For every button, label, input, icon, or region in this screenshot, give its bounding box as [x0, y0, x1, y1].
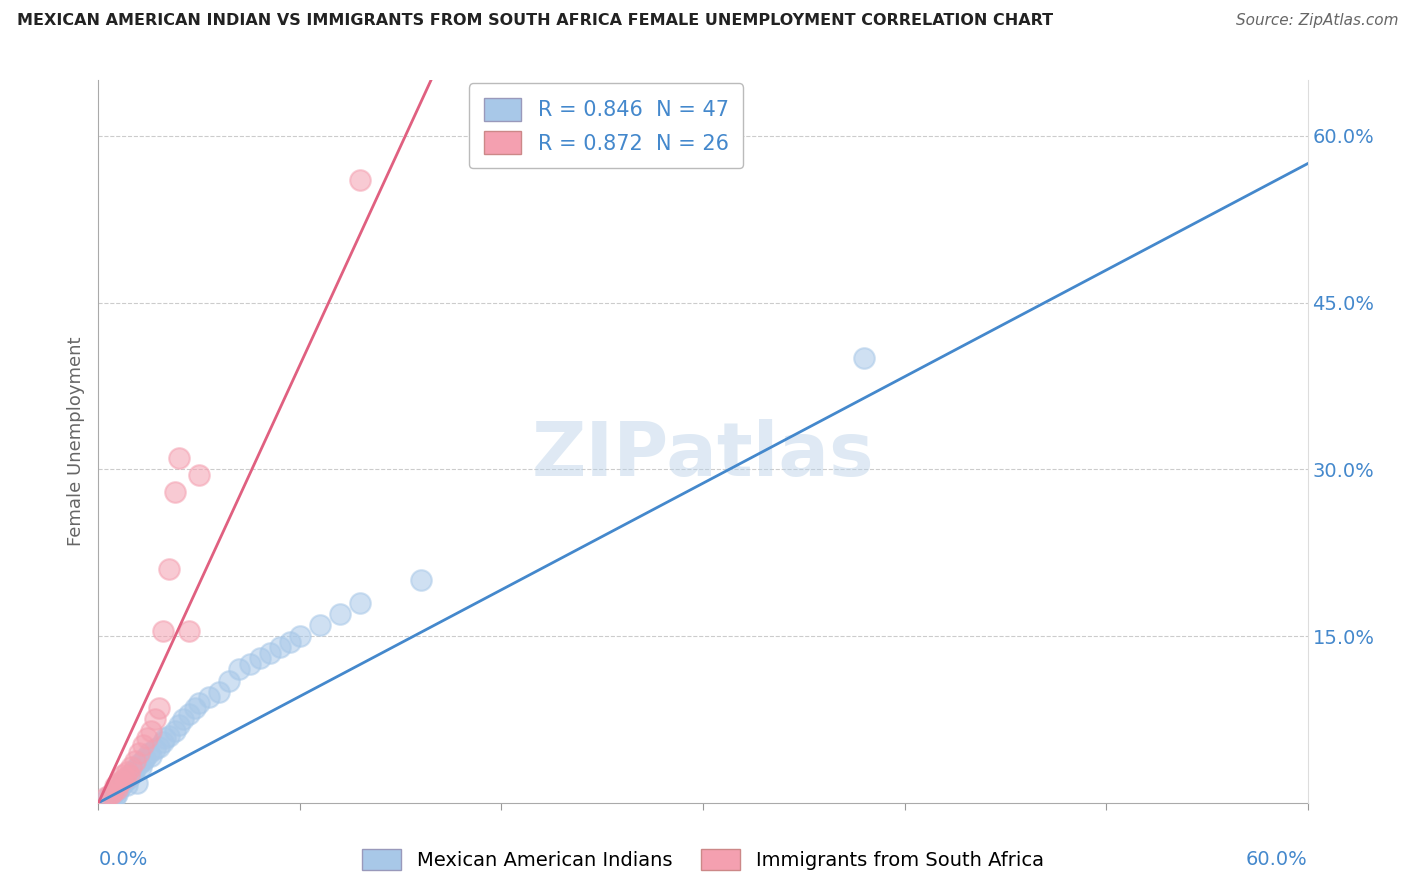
- Point: [152, 624, 174, 638]
- Point: [179, 624, 201, 638]
- Point: [309, 618, 332, 632]
- Point: [188, 696, 211, 710]
- Point: [103, 779, 125, 793]
- Legend: Mexican American Indians, Immigrants from South Africa: Mexican American Indians, Immigrants fro…: [354, 841, 1052, 878]
- Point: [153, 731, 176, 746]
- Point: [239, 657, 262, 671]
- Point: [172, 713, 194, 727]
- Point: [115, 778, 138, 792]
- Legend: R = 0.846  N = 47, R = 0.872  N = 26: R = 0.846 N = 47, R = 0.872 N = 26: [470, 84, 744, 169]
- Point: [111, 768, 134, 782]
- Point: [132, 738, 155, 752]
- Point: [139, 723, 162, 738]
- Point: [329, 607, 352, 621]
- Point: [118, 768, 141, 782]
- Point: [228, 662, 250, 676]
- Point: [115, 764, 138, 779]
- Point: [278, 634, 301, 648]
- Point: [143, 742, 166, 756]
- Point: [138, 746, 160, 760]
- Point: [143, 713, 166, 727]
- Text: MEXICAN AMERICAN INDIAN VS IMMIGRANTS FROM SOUTH AFRICA FEMALE UNEMPLOYMENT CORR: MEXICAN AMERICAN INDIAN VS IMMIGRANTS FR…: [17, 13, 1053, 29]
- Point: [349, 173, 371, 187]
- Point: [125, 776, 148, 790]
- Y-axis label: Female Unemployment: Female Unemployment: [66, 337, 84, 546]
- Text: 0.0%: 0.0%: [98, 850, 148, 869]
- Point: [124, 763, 146, 777]
- Point: [148, 740, 170, 755]
- Text: 60.0%: 60.0%: [1246, 850, 1308, 869]
- Point: [208, 684, 231, 698]
- Point: [120, 768, 142, 782]
- Point: [114, 773, 136, 788]
- Point: [198, 690, 221, 705]
- Point: [100, 787, 122, 801]
- Point: [103, 785, 125, 799]
- Point: [349, 596, 371, 610]
- Point: [409, 574, 432, 588]
- Point: [114, 772, 136, 786]
- Point: [101, 788, 124, 802]
- Point: [118, 772, 141, 786]
- Point: [288, 629, 311, 643]
- Point: [184, 701, 207, 715]
- Point: [105, 782, 128, 797]
- Point: [134, 751, 156, 765]
- Point: [128, 746, 150, 760]
- Point: [139, 749, 162, 764]
- Point: [157, 729, 180, 743]
- Point: [124, 754, 146, 768]
- Point: [135, 731, 157, 746]
- Point: [269, 640, 291, 655]
- Point: [96, 790, 118, 805]
- Point: [259, 646, 281, 660]
- Point: [157, 562, 180, 576]
- Point: [110, 779, 132, 793]
- Point: [107, 782, 129, 797]
- Point: [163, 484, 186, 499]
- Point: [101, 785, 124, 799]
- Point: [110, 773, 132, 788]
- Point: [152, 734, 174, 748]
- Point: [120, 760, 142, 774]
- Text: Source: ZipAtlas.com: Source: ZipAtlas.com: [1236, 13, 1399, 29]
- Point: [188, 467, 211, 482]
- Point: [148, 701, 170, 715]
- Point: [218, 673, 240, 688]
- Point: [103, 790, 125, 805]
- Point: [105, 787, 128, 801]
- Point: [129, 760, 152, 774]
- Text: ZIPatlas: ZIPatlas: [531, 419, 875, 492]
- Point: [128, 756, 150, 771]
- Point: [249, 651, 271, 665]
- Point: [163, 723, 186, 738]
- Point: [132, 754, 155, 768]
- Point: [167, 718, 190, 732]
- Point: [111, 776, 134, 790]
- Point: [179, 706, 201, 721]
- Point: [107, 776, 129, 790]
- Point: [97, 790, 120, 805]
- Point: [167, 451, 190, 466]
- Point: [853, 351, 876, 366]
- Point: [121, 764, 143, 779]
